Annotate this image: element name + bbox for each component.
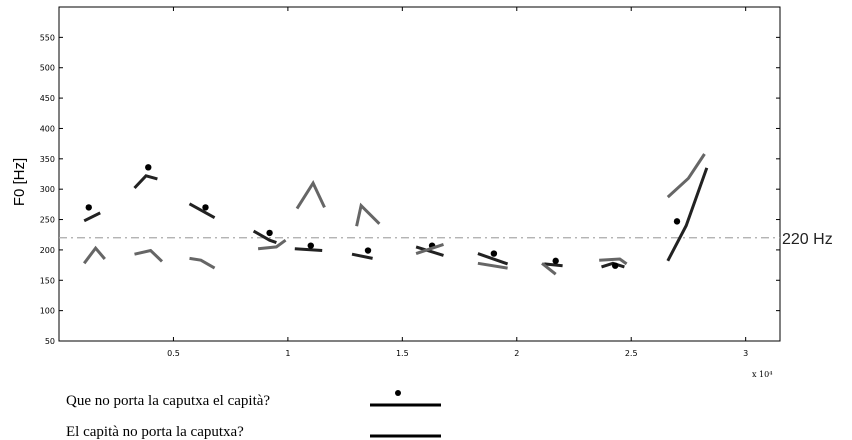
series-2 <box>82 153 706 276</box>
peak-dot <box>673 218 681 225</box>
contour-segment <box>541 262 557 276</box>
x-tick-label: 2.5 <box>625 349 638 358</box>
peak-dot <box>266 229 273 237</box>
plot-area-frame <box>58 6 781 342</box>
contour-segment <box>134 248 164 263</box>
y-tick-label: 400 <box>40 124 55 133</box>
contour-segment <box>189 256 216 270</box>
contour-segment <box>133 174 158 190</box>
contour-segment <box>351 252 373 260</box>
y-tick-label: 100 <box>40 307 55 316</box>
contour-segment <box>477 252 509 266</box>
series-1 <box>83 164 709 269</box>
reference-line-label: 220 Hz <box>782 231 833 248</box>
contour-segment <box>294 247 323 252</box>
contour-segment <box>188 202 216 220</box>
y-tick-label: 50 <box>45 337 55 346</box>
peak-dot <box>85 204 92 211</box>
y-tick-label: 300 <box>40 185 55 194</box>
contour-segment <box>257 238 287 251</box>
peak-dot <box>307 242 314 249</box>
y-tick-label: 500 <box>40 64 55 73</box>
contour-segment <box>666 153 706 199</box>
legend-dot-swatch <box>395 390 401 396</box>
peak-dot <box>202 204 209 211</box>
contour-segment <box>601 261 625 269</box>
y-tick-label: 450 <box>40 94 55 103</box>
contour-segment <box>599 257 628 266</box>
x-tick-label: 0.5 <box>167 349 180 358</box>
contour-segment <box>544 262 563 268</box>
contour-segment <box>477 261 508 270</box>
y-tick-label: 250 <box>40 216 55 225</box>
legend-label: El capità no porta la caputxa? <box>66 424 244 440</box>
peak-dot <box>490 250 498 257</box>
y-tick-label: 350 <box>40 155 55 164</box>
x-tick-label: 3 <box>743 349 748 358</box>
x-tick-label: 2 <box>514 349 519 358</box>
peak-dot <box>364 247 372 254</box>
contour-segment <box>295 179 326 210</box>
y-tick-label: 200 <box>40 246 55 255</box>
x-tick-label: 1 <box>285 349 290 358</box>
contour-segment <box>355 202 381 227</box>
contour-segment <box>252 229 277 245</box>
y-tick-label: 550 <box>40 33 55 42</box>
peak-dot <box>145 164 152 171</box>
x-axis-exponent-label: x 10⁴ <box>752 370 772 379</box>
contour-segment <box>415 242 444 256</box>
contour-segment <box>83 211 101 223</box>
peak-dot <box>552 257 559 265</box>
peak-dot <box>612 262 619 269</box>
contour-segment <box>82 245 106 265</box>
y-axis-label: F0 [Hz] <box>11 158 28 206</box>
legend-label: Que no porta la caputxa el capità? <box>66 393 270 409</box>
x-tick-label: 1.5 <box>396 349 409 358</box>
y-tick-label: 150 <box>40 276 55 285</box>
contour-segment <box>415 245 444 257</box>
contour-segment <box>666 167 709 262</box>
